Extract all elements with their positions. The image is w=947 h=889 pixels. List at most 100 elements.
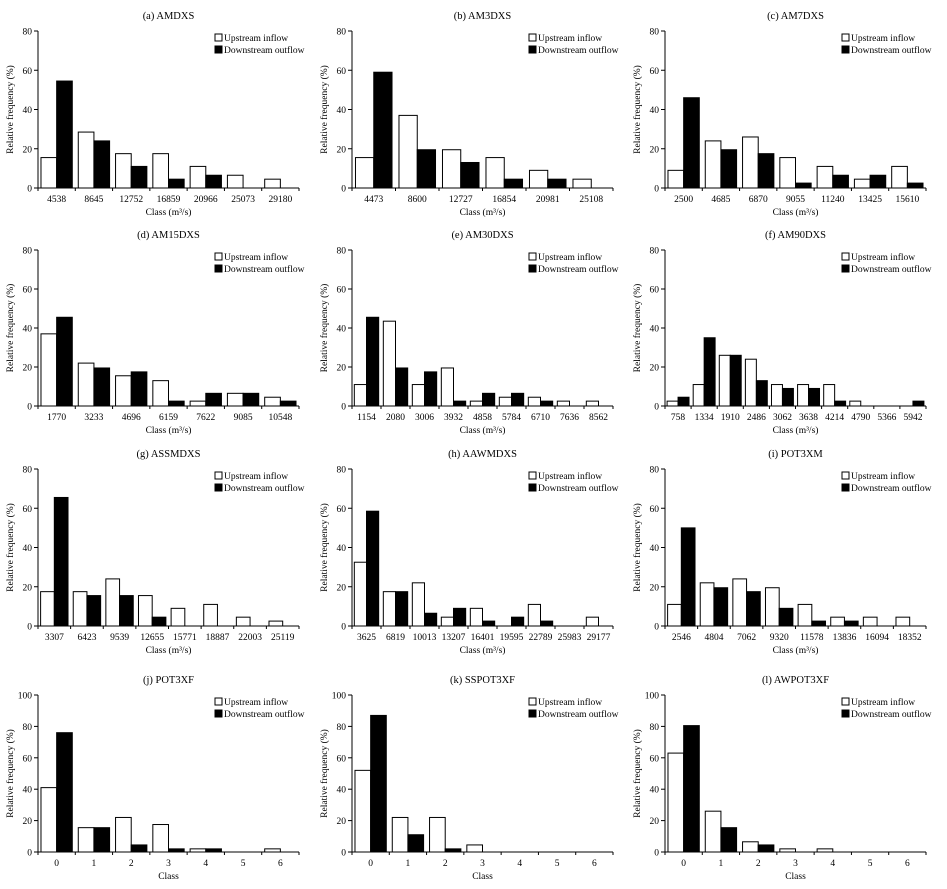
bar-downstream: [151, 616, 167, 627]
x-tick-label: 25073: [231, 195, 255, 205]
x-tick-label: 1770: [47, 413, 66, 423]
bar-downstream: [395, 367, 409, 407]
bar-upstream: [816, 848, 834, 853]
legend-swatch-downstream: [528, 264, 537, 273]
bar-upstream: [469, 607, 484, 627]
bar-upstream: [572, 178, 592, 189]
bar-downstream: [720, 827, 738, 853]
legend-label-downstream: Downstream outflow: [224, 264, 305, 275]
legend-label-downstream: Downstream outflow: [224, 709, 305, 720]
bar-downstream: [453, 400, 467, 407]
y-axis-title: Relative frequency (%): [5, 503, 16, 592]
bar-upstream: [440, 367, 455, 407]
y-tick-label: 40: [650, 544, 660, 554]
x-tick-label: 2: [443, 859, 448, 869]
legend-label-downstream: Downstream outflow: [538, 264, 619, 275]
bar-upstream: [226, 392, 244, 407]
bar-upstream: [411, 582, 426, 627]
bar-downstream: [93, 367, 111, 407]
x-tick-label: 29180: [268, 195, 292, 205]
bar-downstream: [130, 371, 148, 407]
x-tick-label: 2: [129, 859, 134, 869]
y-tick-label: 60: [23, 286, 33, 296]
bar-upstream: [770, 384, 783, 407]
bar-downstream: [416, 149, 437, 189]
x-tick-label: 0: [368, 859, 373, 869]
x-tick-label: 12727: [449, 195, 473, 205]
x-tick-label: 22003: [238, 633, 262, 643]
y-tick-label: 40: [23, 106, 33, 116]
y-tick-label: 60: [650, 754, 660, 764]
y-tick-label: 80: [337, 723, 347, 733]
x-tick-label: 6710: [531, 413, 550, 423]
legend-swatch-downstream: [214, 709, 223, 718]
legend-swatch-upstream: [841, 33, 850, 42]
bar-downstream: [460, 161, 480, 189]
x-tick-label: 8645: [84, 195, 103, 205]
x-tick-label: 3: [480, 859, 485, 869]
bar-upstream: [692, 384, 705, 407]
bar-downstream: [53, 496, 69, 627]
chart-h: (h) AAWMDXS 0 20 40 60 80 Relative frequency (…: [319, 449, 619, 656]
bar-upstream: [40, 787, 58, 853]
bar-downstream: [424, 612, 438, 627]
x-tick-label: 4790: [851, 413, 870, 423]
legend-swatch-downstream: [528, 45, 537, 54]
bar-upstream: [40, 333, 58, 407]
y-axis-title: Relative frequency (%): [632, 65, 643, 154]
legend-label-downstream: Downstream outflow: [538, 483, 619, 494]
x-tick-label: 13207: [442, 633, 466, 643]
bar-downstream: [279, 400, 297, 407]
x-tick-label: 16854: [492, 195, 516, 205]
bar-downstream: [93, 140, 111, 189]
y-tick-label: 0: [341, 849, 346, 859]
x-tick-label: 2080: [386, 413, 405, 423]
x-tick-label: 15771: [173, 633, 197, 643]
bar-downstream: [503, 178, 524, 189]
bar-upstream: [528, 169, 549, 189]
x-tick-label: 1: [719, 859, 724, 869]
x-tick-label: 4858: [473, 413, 492, 423]
bar-upstream: [382, 320, 397, 407]
bar-upstream: [115, 816, 132, 853]
x-axis-title: Class: [785, 872, 806, 882]
bar-upstream: [429, 816, 446, 853]
legend-swatch-downstream: [841, 483, 850, 492]
x-axis-title: Class (m³/s): [773, 645, 819, 656]
y-tick-label: 20: [337, 364, 347, 374]
x-tick-label: 13836: [833, 633, 857, 643]
legend-label-downstream: Downstream outflow: [224, 45, 305, 56]
bar-downstream: [56, 732, 73, 853]
bar-upstream: [170, 607, 186, 627]
chart-title: (k) SSPOT3XF: [450, 675, 515, 686]
x-tick-label: 6: [592, 859, 597, 869]
bar-upstream: [152, 380, 169, 407]
bar-downstream: [373, 71, 393, 189]
bar-downstream: [677, 396, 690, 407]
bar-upstream: [152, 153, 169, 189]
y-axis-title: Relative frequency (%): [5, 284, 16, 373]
bar-upstream: [667, 752, 685, 853]
y-tick-label: 80: [650, 247, 660, 257]
x-tick-label: 1334: [695, 413, 714, 423]
bar-downstream: [168, 400, 185, 407]
x-tick-label: 10548: [268, 413, 292, 423]
bar-upstream: [411, 384, 426, 407]
x-tick-label: 25119: [271, 633, 295, 643]
bar-downstream: [168, 178, 185, 189]
y-tick-label: 20: [337, 583, 347, 593]
x-tick-label: 0: [681, 859, 686, 869]
y-tick-label: 80: [650, 723, 660, 733]
bar-downstream: [366, 316, 380, 407]
legend-swatch-upstream: [214, 252, 223, 261]
bar-upstream: [764, 587, 780, 627]
bar-downstream: [453, 607, 467, 627]
bar-upstream: [830, 616, 845, 627]
x-axis-title: Class: [158, 872, 179, 882]
x-tick-label: 12752: [119, 195, 143, 205]
x-tick-label: 4: [203, 859, 208, 869]
x-tick-label: 5: [555, 859, 560, 869]
